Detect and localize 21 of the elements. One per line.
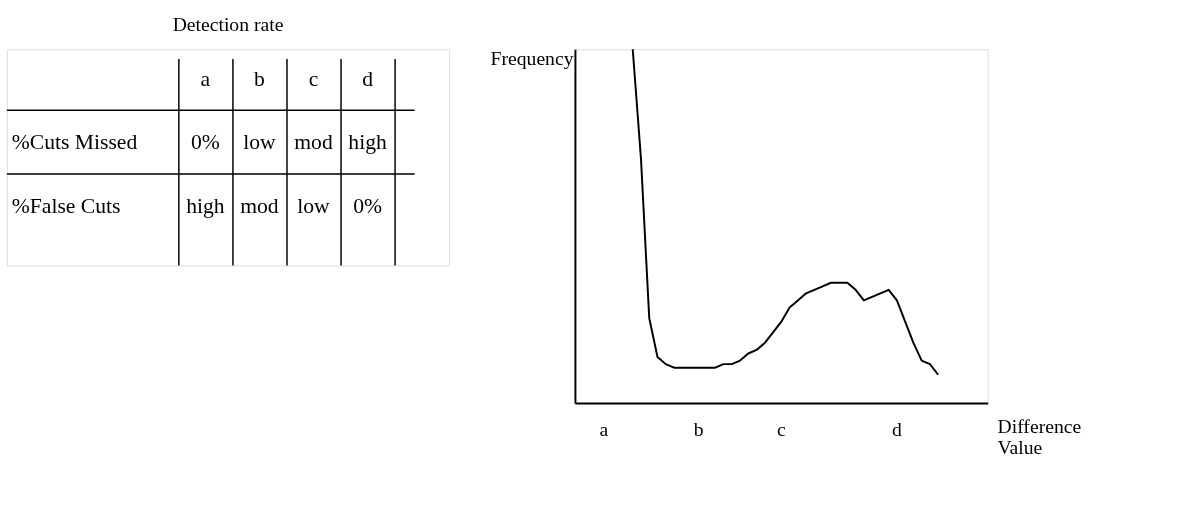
text: b xyxy=(693,418,704,441)
text: mod xyxy=(240,194,279,219)
category-label: a xyxy=(200,66,211,91)
y-axis-title: Frequency xyxy=(490,47,574,70)
text: low xyxy=(243,130,276,155)
category-label: c xyxy=(308,66,319,91)
category-label: %False Cuts xyxy=(11,194,121,219)
x-axis-title: Difference Value xyxy=(997,414,1082,459)
text: d xyxy=(891,418,902,441)
text: mod xyxy=(294,130,333,155)
text: high xyxy=(186,194,225,219)
text: high xyxy=(348,130,387,155)
text: c xyxy=(776,418,786,441)
text: 0% xyxy=(191,130,220,155)
category-label: %Cuts Missed xyxy=(11,130,138,155)
category-label: b xyxy=(254,66,265,91)
text: 0% xyxy=(353,194,382,219)
category-label: d xyxy=(362,66,374,91)
text: low xyxy=(297,194,330,219)
text: Detection rate xyxy=(172,12,284,35)
text: a xyxy=(599,418,609,441)
